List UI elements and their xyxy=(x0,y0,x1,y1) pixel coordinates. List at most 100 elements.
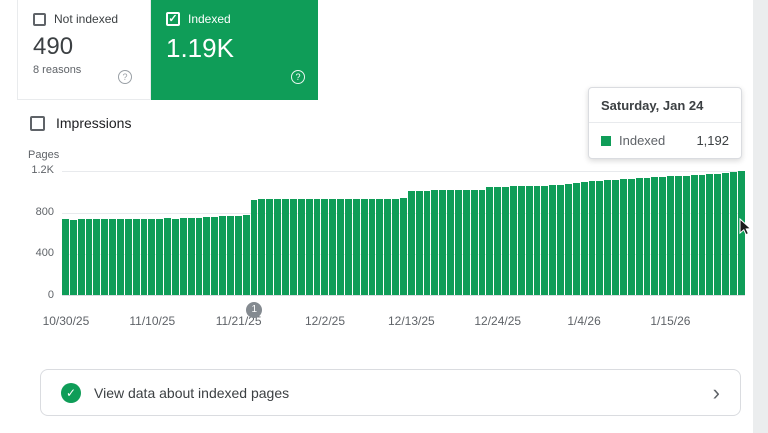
indexed-bar[interactable] xyxy=(203,217,211,295)
indexed-bar[interactable] xyxy=(620,179,627,295)
not-indexed-card[interactable]: Not indexed 490 8 reasons ? xyxy=(17,0,151,100)
indexed-bar[interactable] xyxy=(305,199,313,295)
indexed-bar[interactable] xyxy=(580,182,588,295)
indexed-bar[interactable] xyxy=(509,186,517,295)
indexed-bar[interactable] xyxy=(596,180,604,295)
indexed-pages-chart[interactable] xyxy=(62,166,745,296)
indexed-bar[interactable] xyxy=(690,175,698,295)
indexed-bar[interactable] xyxy=(572,183,580,295)
indexed-bar[interactable] xyxy=(659,176,667,295)
indexed-bar[interactable] xyxy=(533,185,541,295)
indexed-bar[interactable] xyxy=(494,186,502,295)
indexed-bar[interactable] xyxy=(234,215,242,295)
indexed-bar[interactable] xyxy=(722,172,730,295)
indexed-bar[interactable] xyxy=(77,219,85,295)
indexed-bar[interactable] xyxy=(289,199,297,295)
help-icon[interactable]: ? xyxy=(291,70,305,84)
indexed-bar[interactable] xyxy=(431,190,439,295)
indexed-bar[interactable] xyxy=(612,179,620,295)
indexed-bar[interactable] xyxy=(541,185,549,295)
indexed-bar[interactable] xyxy=(266,199,274,295)
indexed-bar[interactable] xyxy=(282,199,289,295)
indexed-bar[interactable] xyxy=(124,218,132,295)
indexed-bar[interactable] xyxy=(242,215,250,295)
indexed-bar[interactable] xyxy=(549,184,557,295)
indexed-bar[interactable] xyxy=(140,219,148,295)
indexed-bar[interactable] xyxy=(470,190,478,295)
indexed-bar[interactable] xyxy=(392,198,399,295)
indexed-bar[interactable] xyxy=(187,218,195,295)
indexed-bar[interactable] xyxy=(101,218,109,295)
indexed-bar[interactable] xyxy=(706,174,714,295)
indexed-bar[interactable] xyxy=(195,217,203,295)
indexed-bar[interactable] xyxy=(360,198,368,295)
indexed-bar[interactable] xyxy=(62,219,69,295)
indexed-bar[interactable] xyxy=(117,219,124,295)
indexed-bar[interactable] xyxy=(85,218,93,295)
indexed-bar[interactable] xyxy=(714,173,722,295)
indexed-bar[interactable] xyxy=(557,184,564,295)
indexed-bar[interactable] xyxy=(627,178,635,295)
indexed-bar[interactable] xyxy=(502,186,509,295)
indexed-bar[interactable] xyxy=(698,174,706,295)
indexed-bar[interactable] xyxy=(321,198,329,295)
indexed-bar[interactable] xyxy=(368,198,376,295)
indexed-bar[interactable] xyxy=(93,219,101,295)
indexed-bar[interactable] xyxy=(643,177,651,295)
indexed-bar[interactable] xyxy=(297,199,305,295)
indexed-bar[interactable] xyxy=(109,219,117,295)
indexed-bar[interactable] xyxy=(227,216,234,295)
indexed-bar[interactable] xyxy=(447,190,454,295)
indexed-bar[interactable] xyxy=(454,190,462,295)
not-indexed-checkbox[interactable] xyxy=(33,12,46,26)
indexed-bar[interactable] xyxy=(329,199,337,295)
indexed-bar[interactable] xyxy=(219,216,227,295)
indexed-bar[interactable] xyxy=(730,171,737,295)
indexed-checkbox[interactable]: ✓ xyxy=(166,12,180,26)
indexed-bar[interactable] xyxy=(525,186,533,295)
indexed-bar[interactable] xyxy=(486,186,494,295)
indexed-bar[interactable] xyxy=(164,218,172,295)
impressions-toggle[interactable]: Impressions xyxy=(30,115,131,131)
indexed-bar[interactable] xyxy=(667,176,675,295)
indexed-bar[interactable] xyxy=(651,177,659,295)
indexed-bar[interactable] xyxy=(439,190,447,295)
indexed-bar[interactable] xyxy=(635,178,643,295)
annotation-marker-1[interactable]: 1 xyxy=(246,302,263,318)
indexed-bar[interactable] xyxy=(352,198,360,295)
indexed-bar[interactable] xyxy=(376,198,384,295)
indexed-bar[interactable] xyxy=(682,175,690,295)
indexed-bar[interactable] xyxy=(462,189,470,295)
chevron-right-icon[interactable]: › xyxy=(712,379,720,405)
view-indexed-data-link[interactable]: ✓ View data about indexed pages › xyxy=(40,369,741,416)
indexed-bar[interactable] xyxy=(399,198,407,295)
indexed-bar[interactable] xyxy=(565,183,572,295)
indexed-bar[interactable] xyxy=(250,199,258,295)
indexed-bar[interactable] xyxy=(384,198,392,295)
indexed-bar[interactable] xyxy=(179,218,187,295)
indexed-bar[interactable] xyxy=(517,186,525,295)
indexed-bar[interactable] xyxy=(675,176,682,295)
indexed-bar[interactable] xyxy=(478,189,486,295)
indexed-bar[interactable] xyxy=(604,180,612,295)
indexed-bar[interactable] xyxy=(344,198,352,295)
y-tick-label: 400 xyxy=(35,247,54,260)
help-icon[interactable]: ? xyxy=(118,70,132,84)
indexed-bar[interactable] xyxy=(211,217,219,295)
indexed-bar[interactable] xyxy=(313,199,321,295)
indexed-card[interactable]: ✓ Indexed 1.19K ? xyxy=(151,0,318,100)
indexed-bar[interactable] xyxy=(258,199,266,295)
indexed-bar[interactable] xyxy=(69,219,77,295)
indexed-bar[interactable] xyxy=(415,190,423,295)
indexed-bar[interactable] xyxy=(337,198,344,295)
indexed-bar[interactable] xyxy=(407,190,415,295)
indexed-bar[interactable] xyxy=(588,181,596,295)
indexed-bar[interactable] xyxy=(132,218,140,295)
indexed-bar[interactable] xyxy=(274,199,282,295)
indexed-bar[interactable] xyxy=(172,218,179,295)
indexed-bar[interactable] xyxy=(737,171,745,295)
impressions-checkbox[interactable] xyxy=(30,115,45,131)
indexed-bar[interactable] xyxy=(423,190,431,295)
indexed-bar[interactable] xyxy=(156,218,164,295)
indexed-bar[interactable] xyxy=(148,218,156,295)
